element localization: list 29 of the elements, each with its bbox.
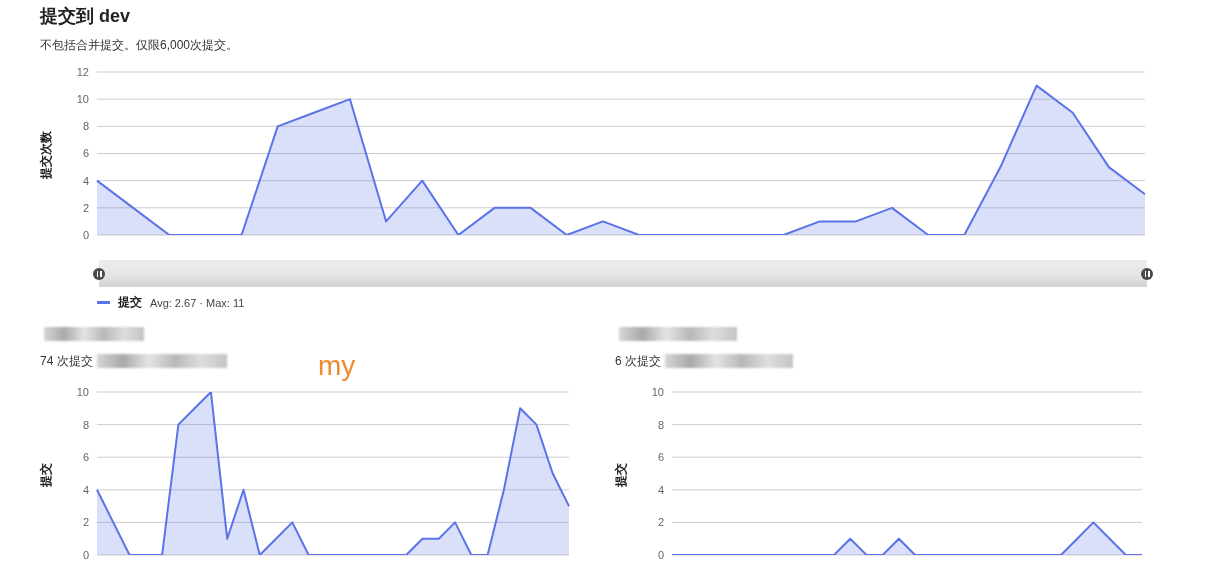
y-axis-title: 提交次数 xyxy=(37,131,54,179)
y-tick-label: 8 xyxy=(657,418,664,431)
y-tick-label: 10 xyxy=(76,385,89,398)
text: my xyxy=(318,350,356,382)
y-tick-label: 12 xyxy=(76,65,89,78)
y-tick-label: 2 xyxy=(82,201,89,214)
text: Avg: 2.67 · Max: 11 xyxy=(150,296,245,309)
y-tick-label: 2 xyxy=(82,516,89,529)
y-tick-label: 4 xyxy=(657,483,664,496)
y-tick-label: 8 xyxy=(82,418,89,431)
y-tick-label: 0 xyxy=(82,548,89,561)
y-tick-label: 8 xyxy=(82,120,89,133)
y-axis-title: 提交 xyxy=(612,463,629,487)
y-tick-label: 4 xyxy=(82,174,89,187)
y-tick-label: 2 xyxy=(657,516,664,529)
chart-subtitle: 74 次提交 xyxy=(40,352,93,370)
y-tick-label: 0 xyxy=(82,228,89,241)
chart-subtitle: 6 次提交 xyxy=(615,352,662,370)
y-tick-label: 0 xyxy=(657,548,664,561)
y-tick-label: 4 xyxy=(82,483,89,496)
chart-title: 提交到 dev xyxy=(40,5,131,28)
y-tick-label: 6 xyxy=(82,147,89,160)
chart-subtitle: 不包括合并提交。仅限6,000次提交。 xyxy=(40,36,239,54)
legend-label: 提交 xyxy=(118,294,142,311)
y-tick-label: 10 xyxy=(76,93,89,106)
y-axis-title: 提交 xyxy=(37,463,54,487)
y-tick-label: 10 xyxy=(651,385,664,398)
y-tick-label: 6 xyxy=(82,451,89,464)
y-tick-label: 6 xyxy=(657,451,664,464)
